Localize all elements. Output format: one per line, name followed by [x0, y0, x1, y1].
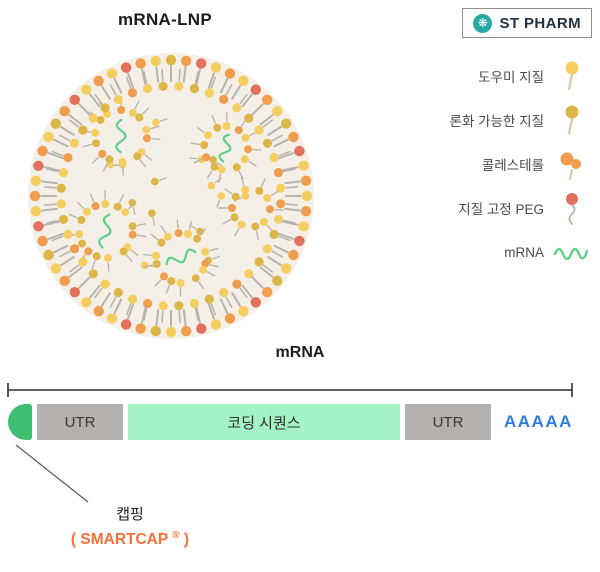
stpharm-logo: ❋ ST PHARM — [462, 8, 592, 38]
helper-lipid-icon — [565, 61, 579, 91]
legend-item-ionizable-lipid: 론화 가능한 지질 — [450, 104, 590, 136]
capping-label: 캡핑 — [116, 506, 144, 523]
smartcap-label: ( SMARTCAP ® ) — [30, 530, 230, 549]
legend-label: 지질 고정 PEG — [458, 202, 544, 217]
length-bracket — [7, 383, 573, 397]
utr-segment-right: UTR — [405, 404, 491, 440]
legend: 도우미 지질 론화 가능한 지질 콜레스테롤 지질 고정 PEG — [450, 60, 590, 268]
legend-item-mrna: mRNA — [450, 236, 590, 268]
mrna-construct: UTR 코딩 시퀀스 UTR AAAAA — [8, 404, 573, 440]
mrna-icon — [553, 247, 589, 261]
legend-item-helper-lipid: 도우미 지질 — [450, 60, 590, 92]
lnp-title: mRNA-LNP — [117, 10, 212, 29]
legend-item-peg-lipid: 지질 고정 PEG — [450, 192, 590, 225]
poly-a-tail-label: AAAAA — [504, 412, 573, 431]
cholesterol-icon — [560, 152, 581, 180]
legend-item-cholesterol: 콜레스테롤 — [450, 148, 590, 180]
smartcap-suffix: ) — [179, 531, 190, 549]
legend-label: 도우미 지질 — [478, 70, 544, 85]
legend-label: 콜레스테롤 — [481, 158, 544, 173]
peg-lipid-icon — [566, 193, 578, 225]
legend-label: mRNA — [504, 244, 544, 260]
utr-segment-left: UTR — [37, 404, 123, 440]
registered-mark: ® — [172, 530, 180, 541]
lnp-diagram — [28, 53, 314, 339]
five-prime-cap — [8, 404, 32, 440]
legend-label: 론화 가능한 지질 — [449, 114, 544, 129]
stpharm-logo-icon: ❋ — [473, 13, 493, 33]
ionizable-lipid-icon — [565, 105, 579, 135]
construct-title: mRNA — [275, 344, 325, 361]
stpharm-logo-text: ST PHARM — [499, 14, 581, 32]
smartcap-prefix: ( SMARTCAP — [70, 531, 173, 549]
cap-callout-line — [15, 444, 89, 503]
coding-sequence-segment: 코딩 시퀀스 — [128, 404, 400, 440]
